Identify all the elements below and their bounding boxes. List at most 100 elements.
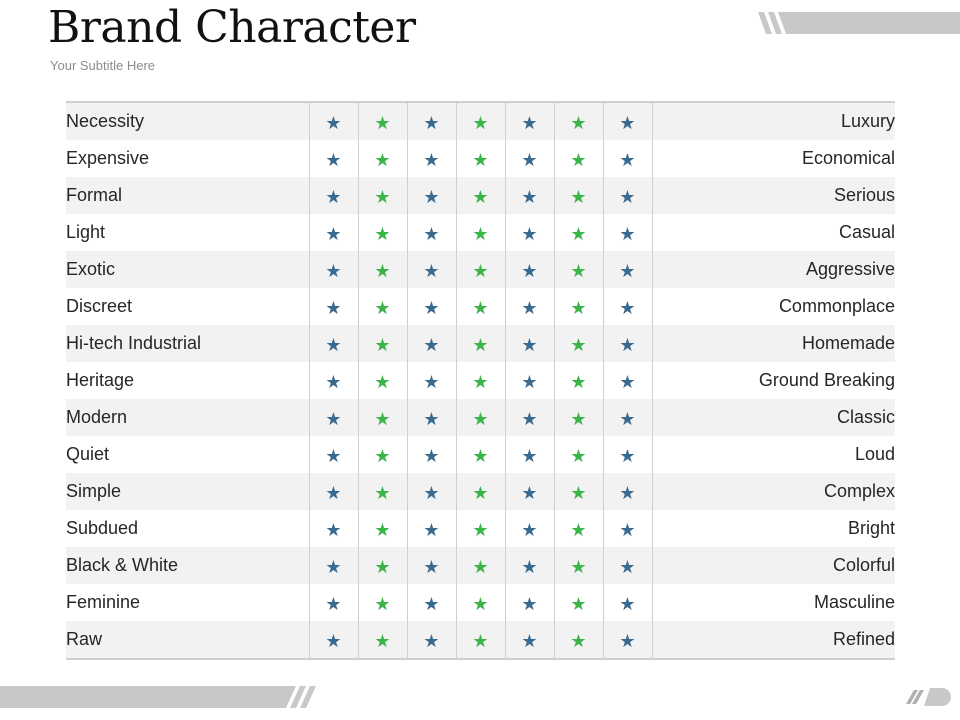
rating-cell[interactable]: ★: [504, 325, 554, 362]
rating-cell[interactable]: ★: [406, 214, 456, 251]
rating-cell[interactable]: ★: [357, 473, 407, 510]
rating-cell[interactable]: ★: [406, 325, 456, 362]
rating-cell[interactable]: ★: [308, 214, 358, 251]
rating-cell[interactable]: ★: [602, 547, 653, 584]
rating-cell[interactable]: ★: [308, 621, 358, 660]
rating-cell[interactable]: ★: [504, 251, 554, 288]
rating-cell[interactable]: ★: [602, 621, 653, 660]
rating-cell[interactable]: ★: [553, 621, 603, 660]
rating-cell[interactable]: ★: [602, 140, 653, 177]
rating-cell[interactable]: ★: [504, 510, 554, 547]
rating-cell[interactable]: ★: [455, 436, 505, 473]
rating-cell[interactable]: ★: [553, 547, 603, 584]
rating-cell[interactable]: ★: [455, 584, 505, 621]
rating-cell[interactable]: ★: [504, 288, 554, 325]
rating-cell[interactable]: ★: [602, 177, 653, 214]
rating-cell[interactable]: ★: [406, 140, 456, 177]
rating-cell[interactable]: ★: [308, 288, 358, 325]
rating-cell[interactable]: ★: [455, 214, 505, 251]
rating-cell[interactable]: ★: [406, 584, 456, 621]
rating-cell[interactable]: ★: [504, 177, 554, 214]
rating-cell[interactable]: ★: [357, 214, 407, 251]
rating-cell[interactable]: ★: [602, 288, 653, 325]
rating-cell[interactable]: ★: [357, 621, 407, 660]
rating-cell[interactable]: ★: [504, 584, 554, 621]
rating-cell[interactable]: ★: [504, 101, 554, 140]
rating-cell[interactable]: ★: [504, 399, 554, 436]
rating-cell[interactable]: ★: [357, 510, 407, 547]
rating-cell[interactable]: ★: [357, 177, 407, 214]
rating-cell[interactable]: ★: [553, 473, 603, 510]
rating-cell[interactable]: ★: [308, 473, 358, 510]
rating-cell[interactable]: ★: [406, 621, 456, 660]
rating-cell[interactable]: ★: [406, 399, 456, 436]
rating-cell[interactable]: ★: [357, 140, 407, 177]
rating-cell[interactable]: ★: [602, 325, 653, 362]
rating-cell[interactable]: ★: [308, 101, 358, 140]
rating-cell[interactable]: ★: [504, 214, 554, 251]
rating-cell[interactable]: ★: [553, 362, 603, 399]
rating-cell[interactable]: ★: [357, 362, 407, 399]
rating-cell[interactable]: ★: [357, 436, 407, 473]
rating-cell[interactable]: ★: [455, 399, 505, 436]
rating-cell[interactable]: ★: [308, 325, 358, 362]
rating-cell[interactable]: ★: [602, 510, 653, 547]
rating-cell[interactable]: ★: [553, 510, 603, 547]
rating-cell[interactable]: ★: [602, 362, 653, 399]
rating-cell[interactable]: ★: [553, 399, 603, 436]
rating-cell[interactable]: ★: [308, 399, 358, 436]
rating-cell[interactable]: ★: [406, 251, 456, 288]
rating-cell[interactable]: ★: [553, 214, 603, 251]
rating-cell[interactable]: ★: [455, 510, 505, 547]
rating-cell[interactable]: ★: [455, 288, 505, 325]
rating-cell[interactable]: ★: [357, 325, 407, 362]
rating-cell[interactable]: ★: [406, 547, 456, 584]
rating-cell[interactable]: ★: [357, 101, 407, 140]
rating-cell[interactable]: ★: [553, 288, 603, 325]
rating-cell[interactable]: ★: [504, 140, 554, 177]
rating-cell[interactable]: ★: [406, 288, 456, 325]
rating-cell[interactable]: ★: [357, 584, 407, 621]
rating-cell[interactable]: ★: [602, 251, 653, 288]
rating-cell[interactable]: ★: [308, 362, 358, 399]
rating-cell[interactable]: ★: [553, 584, 603, 621]
rating-cell[interactable]: ★: [553, 325, 603, 362]
rating-cell[interactable]: ★: [602, 473, 653, 510]
rating-cell[interactable]: ★: [357, 399, 407, 436]
rating-cell[interactable]: ★: [308, 510, 358, 547]
rating-cell[interactable]: ★: [504, 436, 554, 473]
rating-cell[interactable]: ★: [357, 547, 407, 584]
rating-cell[interactable]: ★: [406, 177, 456, 214]
rating-cell[interactable]: ★: [455, 101, 505, 140]
rating-cell[interactable]: ★: [308, 140, 358, 177]
rating-cell[interactable]: ★: [455, 473, 505, 510]
rating-cell[interactable]: ★: [602, 101, 653, 140]
rating-cell[interactable]: ★: [602, 436, 653, 473]
rating-cell[interactable]: ★: [553, 140, 603, 177]
rating-cell[interactable]: ★: [406, 101, 456, 140]
rating-cell[interactable]: ★: [504, 547, 554, 584]
rating-cell[interactable]: ★: [406, 362, 456, 399]
rating-cell[interactable]: ★: [455, 362, 505, 399]
rating-cell[interactable]: ★: [455, 140, 505, 177]
rating-cell[interactable]: ★: [553, 101, 603, 140]
rating-cell[interactable]: ★: [455, 177, 505, 214]
rating-cell[interactable]: ★: [504, 362, 554, 399]
rating-cell[interactable]: ★: [504, 473, 554, 510]
rating-cell[interactable]: ★: [308, 436, 358, 473]
rating-cell[interactable]: ★: [455, 251, 505, 288]
rating-cell[interactable]: ★: [308, 584, 358, 621]
rating-cell[interactable]: ★: [602, 399, 653, 436]
rating-cell[interactable]: ★: [553, 251, 603, 288]
rating-cell[interactable]: ★: [504, 621, 554, 660]
rating-cell[interactable]: ★: [455, 325, 505, 362]
rating-cell[interactable]: ★: [406, 436, 456, 473]
rating-cell[interactable]: ★: [308, 251, 358, 288]
rating-cell[interactable]: ★: [357, 288, 407, 325]
rating-cell[interactable]: ★: [406, 473, 456, 510]
rating-cell[interactable]: ★: [602, 214, 653, 251]
rating-cell[interactable]: ★: [308, 547, 358, 584]
rating-cell[interactable]: ★: [455, 547, 505, 584]
rating-cell[interactable]: ★: [602, 584, 653, 621]
rating-cell[interactable]: ★: [406, 510, 456, 547]
